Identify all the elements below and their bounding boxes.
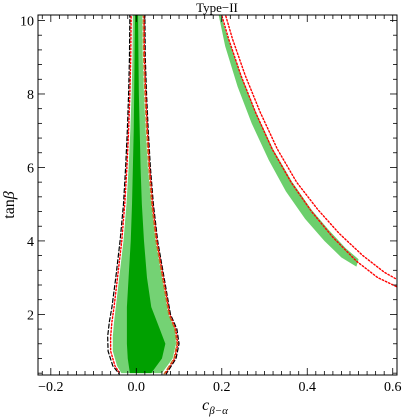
contour-line-red-dotted-lower <box>220 15 397 288</box>
region-left-inner <box>126 15 166 374</box>
x-tick-label: 0.0 <box>128 380 146 395</box>
x-tick-label: −0.2 <box>38 380 63 395</box>
y-axis-title-base: tan <box>1 199 18 219</box>
contour-line-red-dotted-right <box>143 15 179 375</box>
y-axis-title: tanβ <box>1 191 18 219</box>
x-axis-title-subscript: β−α <box>208 405 228 417</box>
x-axis-title: cβ−α <box>202 397 228 417</box>
contour-line-red-dotted-upper <box>224 15 397 281</box>
plot-frame <box>37 14 398 376</box>
y-axis-title-symbol: β <box>1 191 18 200</box>
x-tick-label: 0.6 <box>384 380 402 395</box>
x-tick-label: 0.2 <box>213 380 231 395</box>
x-axis-title-base: c <box>202 397 209 414</box>
contour-line-orange-dashed-right <box>142 15 178 375</box>
y-tick-label: 2 <box>27 308 34 323</box>
y-tick-label: 10 <box>20 15 34 30</box>
tick-labels-layer: −0.2 0.0 0.2 0.4 0.6 2 4 6 8 10 <box>20 15 401 395</box>
contour-lines-layer <box>107 15 397 375</box>
contour-line-red-dotted-left <box>109 15 132 375</box>
y-tick-label: 4 <box>27 235 34 250</box>
contour-line-black-dashed-right <box>144 15 180 375</box>
regions-layer <box>112 15 359 374</box>
y-tick-label: 8 <box>27 88 34 103</box>
y-tick-label: 6 <box>27 161 34 176</box>
region-right-band <box>218 15 359 267</box>
ticks-layer <box>38 15 397 375</box>
chart-title: Type−II <box>196 0 238 15</box>
contour-line-black-dashed-left <box>107 15 131 375</box>
x-tick-label: 0.4 <box>299 380 317 395</box>
